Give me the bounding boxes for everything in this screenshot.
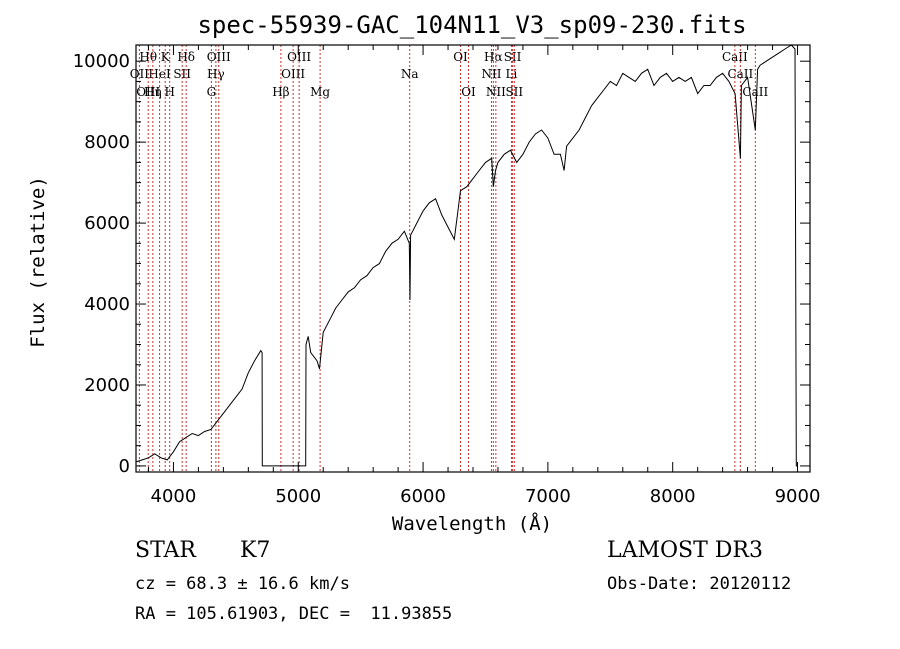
spectral-line-label: SII [504, 50, 522, 64]
y-tick-label: 8000 [84, 132, 130, 153]
x-tick-label: 7000 [525, 486, 571, 507]
plot-frame [135, 44, 811, 473]
spectral-lines-layer: OIIHθOIIIHηHeIKHSIIHδGHγOIIIHβOIIIOIIIMg… [130, 45, 768, 472]
spectral-line-label: Li [506, 67, 518, 81]
spectral-line-label: Hη [144, 85, 162, 99]
x-axis-label: Wavelength (Å) [392, 512, 552, 535]
redshift-velocity: cz = 68.3 ± 16.6 km/s [135, 574, 350, 594]
spectral-line-label: OIII [207, 50, 231, 64]
axis-ticks-layer: 4000 5000 6000 7000 8000 9000 0 2000 4000 6000 800… [73, 45, 821, 507]
spectral-line-label: Hδ [177, 50, 195, 64]
spectral-line-label: Hα [484, 50, 503, 64]
spectrum-line [135, 44, 798, 467]
object-subclass: K7 [240, 538, 271, 563]
spectral-line-label: NII [481, 67, 501, 81]
spectral-line-label: H [164, 85, 174, 99]
spectral-line-label: CaII [727, 67, 753, 81]
spectral-line-label: G [207, 85, 217, 99]
spectral-line-label: Hβ [272, 85, 289, 99]
y-axis-label: Flux (relative) [27, 176, 49, 348]
spectral-line-label: NII [486, 85, 506, 99]
spectral-line-label: K [161, 50, 171, 64]
x-tick-label: 8000 [650, 486, 696, 507]
x-tick-label: 6000 [400, 486, 446, 507]
y-tick-label: 6000 [84, 213, 130, 234]
spectral-line-label: OIII [281, 67, 305, 81]
x-tick-label: 4000 [151, 486, 197, 507]
spectral-line-label: HeI [148, 67, 171, 81]
y-tick-label: 0 [119, 456, 130, 477]
coordinates: RA = 105.61903, DEC = 11.93855 [135, 604, 453, 624]
spectral-line-label: OI [453, 50, 468, 64]
object-class: STAR [135, 538, 196, 563]
spectral-line-label: Hθ [139, 50, 157, 64]
spectral-line-label: OI [461, 85, 476, 99]
spectral-line-label: OIII [287, 50, 311, 64]
spectral-line-label: Mg [310, 85, 330, 99]
spectral-line-label: SII [505, 85, 523, 99]
chart-title: spec-55939-GAC_104N11_V3_sp09-230.fits [197, 11, 746, 39]
survey-name: LAMOST DR3 [607, 538, 763, 563]
spectral-line-label: OII [130, 67, 150, 81]
y-tick-label: 2000 [84, 375, 130, 396]
observation-date: Obs-Date: 20120112 [607, 574, 792, 594]
y-tick-label: 4000 [84, 294, 130, 315]
x-tick-label: 9000 [775, 486, 821, 507]
spectral-line-label: CaII [742, 85, 768, 99]
x-tick-label: 5000 [275, 486, 321, 507]
spectral-line-label: Na [401, 67, 419, 81]
spectral-line-label: SII [173, 67, 191, 81]
spectral-line-label: OIII [136, 85, 160, 99]
spectral-line-label: CaII [722, 50, 748, 64]
y-tick-label: 10000 [73, 51, 130, 72]
spectral-line-label: Hγ [207, 67, 225, 81]
